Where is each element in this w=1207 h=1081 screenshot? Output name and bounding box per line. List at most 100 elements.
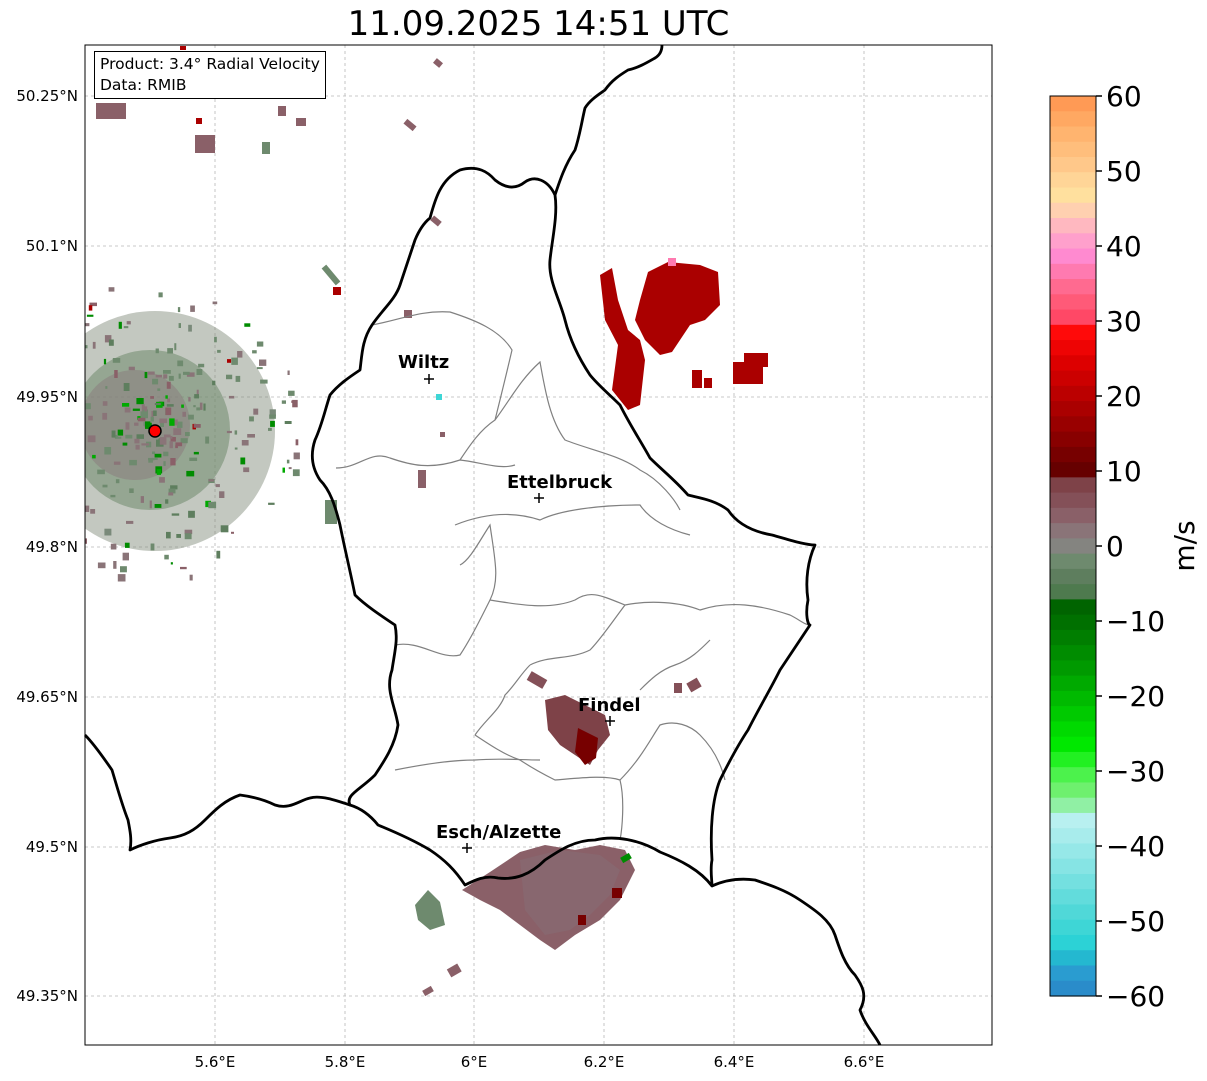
- radar-echo-pixel: [292, 469, 300, 477]
- radar-echo-pixel: [144, 406, 148, 412]
- radar-echo-pixel: [243, 467, 250, 473]
- radar-echo-pixel: [40, 495, 42, 502]
- radar-echo-pixel: [148, 457, 153, 463]
- radar-echo-pixel: [129, 488, 134, 493]
- colorbar-segment: [1050, 904, 1096, 921]
- longitude-tick-label: 6°E: [461, 1053, 488, 1071]
- radar-echo-pixel: [249, 416, 254, 422]
- colorbar-segment: [1050, 294, 1096, 311]
- radar-echo-pixel: [92, 341, 96, 349]
- radar-echo-pixel: [287, 370, 290, 375]
- radar-echo-pixel: [53, 472, 57, 478]
- radar-echo-pixel: [182, 411, 186, 417]
- radar-echo-pixel: [172, 419, 178, 426]
- radar-echo-pixel: [180, 438, 188, 444]
- radar-echo-pixel: [253, 408, 259, 415]
- radar-echo-pixel: [85, 345, 88, 349]
- colorbar-tick-label: −50: [1106, 905, 1165, 938]
- radar-echo-pixel: [88, 415, 93, 421]
- radar-echo-pixel: [260, 379, 268, 384]
- longitude-tick-label: 5.6°E: [195, 1053, 236, 1071]
- city-label: Wiltz: [398, 352, 449, 373]
- city-ettelbruck: Ettelbruck: [507, 472, 613, 503]
- colorbar-segment: [1050, 233, 1096, 250]
- radar-echo-pixel: [234, 447, 238, 450]
- radar-echo-pixel: [217, 349, 221, 353]
- radar-echo-pixel: [293, 452, 300, 460]
- colorbar-ticks: [1096, 95, 1102, 997]
- colorbar-segment: [1050, 309, 1096, 326]
- radar-echo-pixel: [292, 399, 298, 408]
- radar-echo-pixel: [122, 442, 128, 446]
- colorbar-tick-label: 40: [1106, 230, 1142, 263]
- radar-echo-pixel: [155, 374, 163, 378]
- radar-echo-pixel: [122, 552, 129, 561]
- radar-echo-pixel: [199, 402, 203, 410]
- radar-echo-pixel: [123, 326, 129, 329]
- radar-echo-pixel: [52, 366, 55, 372]
- radar-echo-pixel: [226, 430, 232, 434]
- radar-echo-pixel: [151, 457, 158, 460]
- radar-echo-pixel: [26, 423, 32, 426]
- map-title: 11.09.2025 14:51 UTC: [347, 4, 730, 44]
- radar-echo-pixel: [110, 543, 117, 550]
- radar-echo-pixel: [189, 574, 193, 581]
- colorbar-segment: [1050, 340, 1096, 356]
- colorbar-segment: [1050, 141, 1096, 158]
- radar-echo-pixel: [114, 436, 122, 439]
- radar-echo-pixel: [146, 422, 152, 427]
- radar-echo-pixel: [295, 439, 299, 446]
- radar-echo-pixel: [115, 479, 120, 484]
- radar-echo-pixel: [237, 351, 243, 358]
- radar-echo-pixel: [196, 389, 199, 396]
- city-marker: [605, 716, 615, 726]
- radar-echo-pixel: [117, 429, 124, 436]
- radar-echo-pixel: [69, 516, 74, 521]
- radar-echo-pixel: [167, 348, 173, 354]
- radar-echo-pixel: [77, 491, 79, 498]
- radar-echo-pixel: [86, 314, 94, 317]
- colorbar: [1050, 96, 1096, 997]
- radar-echo-pixel: [141, 443, 150, 446]
- radar-echo-pixel: [151, 410, 154, 418]
- radar-echo-pixel: [59, 379, 62, 387]
- radar-echo-findel: [526, 671, 702, 765]
- radar-echo-pixel: [269, 414, 276, 419]
- radar-echo-pixel: [208, 501, 217, 509]
- latitude-tick-label: 49.5°N: [26, 838, 78, 856]
- radar-echo-pixel: [90, 509, 96, 514]
- radar-echo-pixel: [212, 301, 218, 305]
- product-info-box: Product: 3.4° Radial Velocity Data: RMIB: [94, 51, 326, 99]
- radar-echo-pixel: [150, 543, 155, 551]
- district-boundaries: [335, 311, 811, 841]
- radar-echo-pixel: [189, 457, 198, 461]
- radar-echo-pixel: [196, 369, 203, 375]
- colorbar-segment: [1050, 263, 1096, 280]
- radar-echo-pixel: [125, 434, 133, 439]
- national-border: [84, 44, 882, 1046]
- latitude-tick-label: 50.25°N: [16, 87, 78, 105]
- colorbar-tick-label: −30: [1106, 755, 1165, 788]
- radar-echo-pixel: [269, 409, 276, 417]
- colorbar-segment: [1050, 965, 1096, 982]
- colorbar-segment: [1050, 538, 1096, 555]
- colorbar-segment: [1050, 980, 1096, 997]
- colorbar-segment: [1050, 721, 1096, 738]
- radar-echo-pixel: [228, 395, 235, 399]
- radar-echo-pixel: [155, 348, 159, 354]
- colorbar-tick-label: −10: [1106, 605, 1165, 638]
- radar-echo-pixel: [281, 400, 286, 404]
- radar-echo-pixel: [135, 444, 140, 450]
- colorbar-segment: [1050, 919, 1096, 936]
- radar-echo-pixel: [176, 534, 181, 538]
- colorbar-segment: [1050, 279, 1096, 295]
- radar-echo-pixel: [174, 343, 177, 351]
- colorbar-segment: [1050, 431, 1096, 448]
- radar-echo-pixel: [117, 574, 126, 582]
- radar-echo-pixel: [167, 398, 171, 403]
- radar-echo-pixel: [193, 405, 196, 408]
- radar-echo-pixel: [12, 440, 15, 445]
- radar-echo-pixel: [42, 488, 45, 496]
- radar-echo-pixel: [165, 395, 168, 399]
